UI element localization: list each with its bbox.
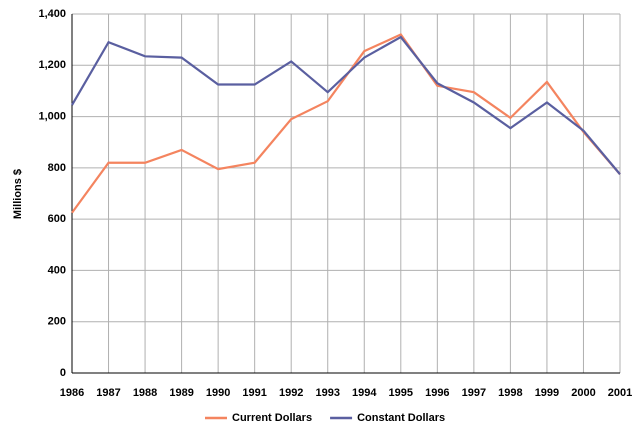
x-tick-label: 1993 — [315, 387, 339, 399]
x-tick-label: 1994 — [352, 387, 377, 399]
x-tick-label: 1999 — [535, 387, 559, 399]
x-tick-label: 1991 — [242, 387, 266, 399]
x-tick-label: 1995 — [389, 387, 413, 399]
series-line — [71, 35, 621, 175]
x-tick-label: 1992 — [279, 387, 303, 399]
y-tick-label: 1,200 — [38, 59, 66, 71]
x-tick-label: 1998 — [498, 387, 522, 399]
x-tick-label: 1988 — [133, 387, 157, 399]
y-tick-label: 200 — [48, 316, 66, 328]
y-tick-label: 600 — [48, 213, 66, 225]
y-tick-label: 1,400 — [38, 8, 66, 20]
y-axis-label: Millions $ — [12, 169, 24, 219]
x-tick-label: 2001 — [608, 387, 632, 399]
legend-label: Current Dollars — [232, 412, 312, 424]
y-tick-label: 0 — [60, 367, 66, 379]
y-tick-label: 1,000 — [38, 110, 66, 122]
legend-label: Constant Dollars — [357, 412, 445, 424]
series-line — [71, 33, 621, 214]
x-tick-label: 1986 — [60, 387, 84, 399]
x-tick-label: 1997 — [462, 387, 486, 399]
x-tick-label: 2000 — [571, 387, 595, 399]
x-tick-label: 1990 — [206, 387, 230, 399]
x-tick-label: 1989 — [169, 387, 193, 399]
x-tick-label: 1987 — [96, 387, 120, 399]
x-tick-label: 1996 — [425, 387, 449, 399]
y-tick-label: 800 — [48, 162, 66, 174]
y-tick-label: 400 — [48, 264, 66, 276]
